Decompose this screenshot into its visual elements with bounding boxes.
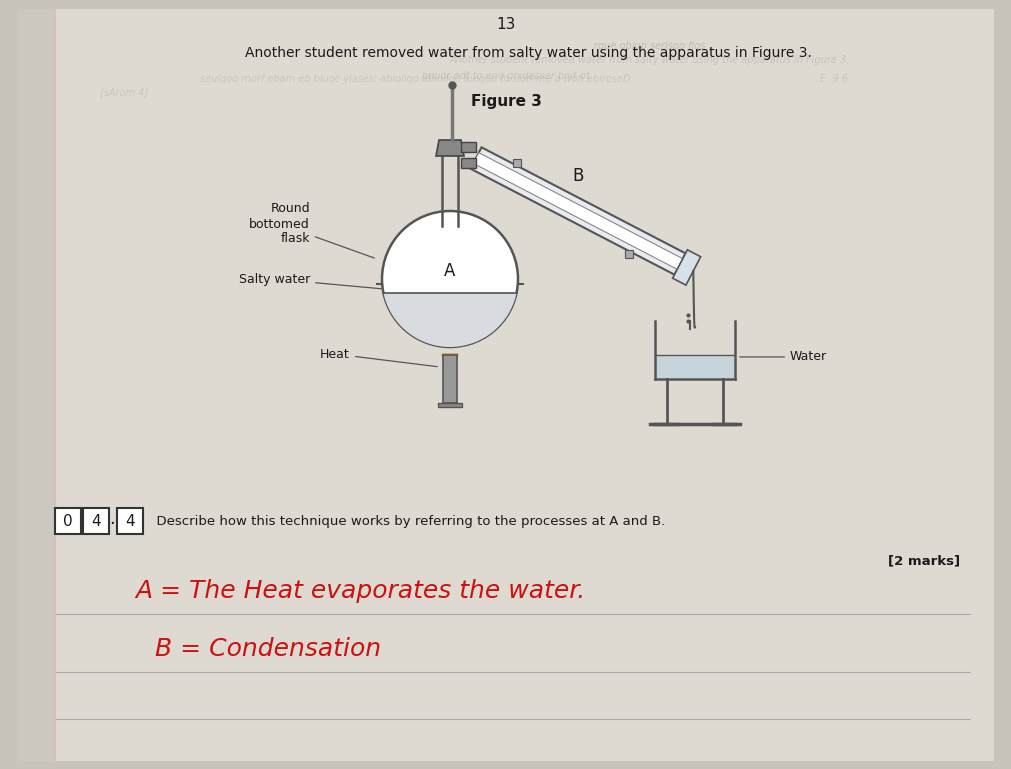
- Polygon shape: [442, 354, 458, 382]
- Circle shape: [381, 211, 518, 347]
- Text: bnuor edt to eno gnidesser bnit ot: bnuor edt to eno gnidesser bnit ot: [422, 71, 589, 81]
- Text: rque obiup serlsoo flos: rque obiup serlsoo flos: [593, 41, 705, 51]
- Polygon shape: [672, 250, 700, 285]
- Text: Salty water: Salty water: [239, 272, 381, 288]
- Polygon shape: [461, 142, 475, 152]
- Polygon shape: [473, 153, 682, 269]
- Text: Heat: Heat: [319, 348, 437, 367]
- Text: B = Condensation: B = Condensation: [155, 637, 381, 661]
- Polygon shape: [625, 249, 632, 258]
- Text: [sArom 4]: [sArom 4]: [100, 87, 148, 97]
- Text: Describe how this technique works by referring to the processes at ⁠A⁠ and ⁠B⁠.: Describe how this technique works by ref…: [148, 514, 664, 528]
- Bar: [655, 355, 733, 378]
- Bar: [18, 9, 56, 761]
- Polygon shape: [461, 158, 475, 168]
- Polygon shape: [436, 140, 463, 156]
- Bar: [443, 355, 457, 403]
- Text: B: B: [572, 167, 583, 185]
- Text: [2 marks]: [2 marks]: [887, 554, 959, 568]
- Text: Another student removed water from salty water using the apparatus in Figure 3.: Another student removed water from salty…: [450, 55, 849, 65]
- Text: .: .: [109, 510, 115, 528]
- FancyBboxPatch shape: [55, 508, 81, 534]
- Text: E  9 6: E 9 6: [819, 74, 847, 84]
- Text: 4: 4: [125, 514, 134, 528]
- FancyBboxPatch shape: [117, 508, 143, 534]
- Polygon shape: [470, 148, 684, 275]
- Text: Figure 3: Figure 3: [470, 94, 541, 109]
- Polygon shape: [513, 159, 521, 167]
- FancyBboxPatch shape: [83, 508, 109, 534]
- Text: seulqoo morf ebam eb bluoc ylaselc abioilqo abioilqo looqoo fo slomme a woh ebir: seulqoo morf ebam eb bluoc ylaselc abioi…: [200, 74, 630, 84]
- Text: Round
bottomed
flask: Round bottomed flask: [249, 202, 374, 258]
- Bar: [438, 403, 462, 407]
- Text: 13: 13: [495, 17, 516, 32]
- Text: Another student removed water from salty water using the apparatus in Figure 3.: Another student removed water from salty…: [245, 46, 811, 60]
- Text: Water: Water: [739, 351, 826, 364]
- Polygon shape: [383, 293, 516, 347]
- FancyBboxPatch shape: [18, 9, 993, 761]
- Text: 4: 4: [91, 514, 101, 528]
- Text: A = The Heat evaporates the water.: A = The Heat evaporates the water.: [134, 579, 584, 603]
- Text: A: A: [444, 262, 455, 280]
- Text: 0: 0: [63, 514, 73, 528]
